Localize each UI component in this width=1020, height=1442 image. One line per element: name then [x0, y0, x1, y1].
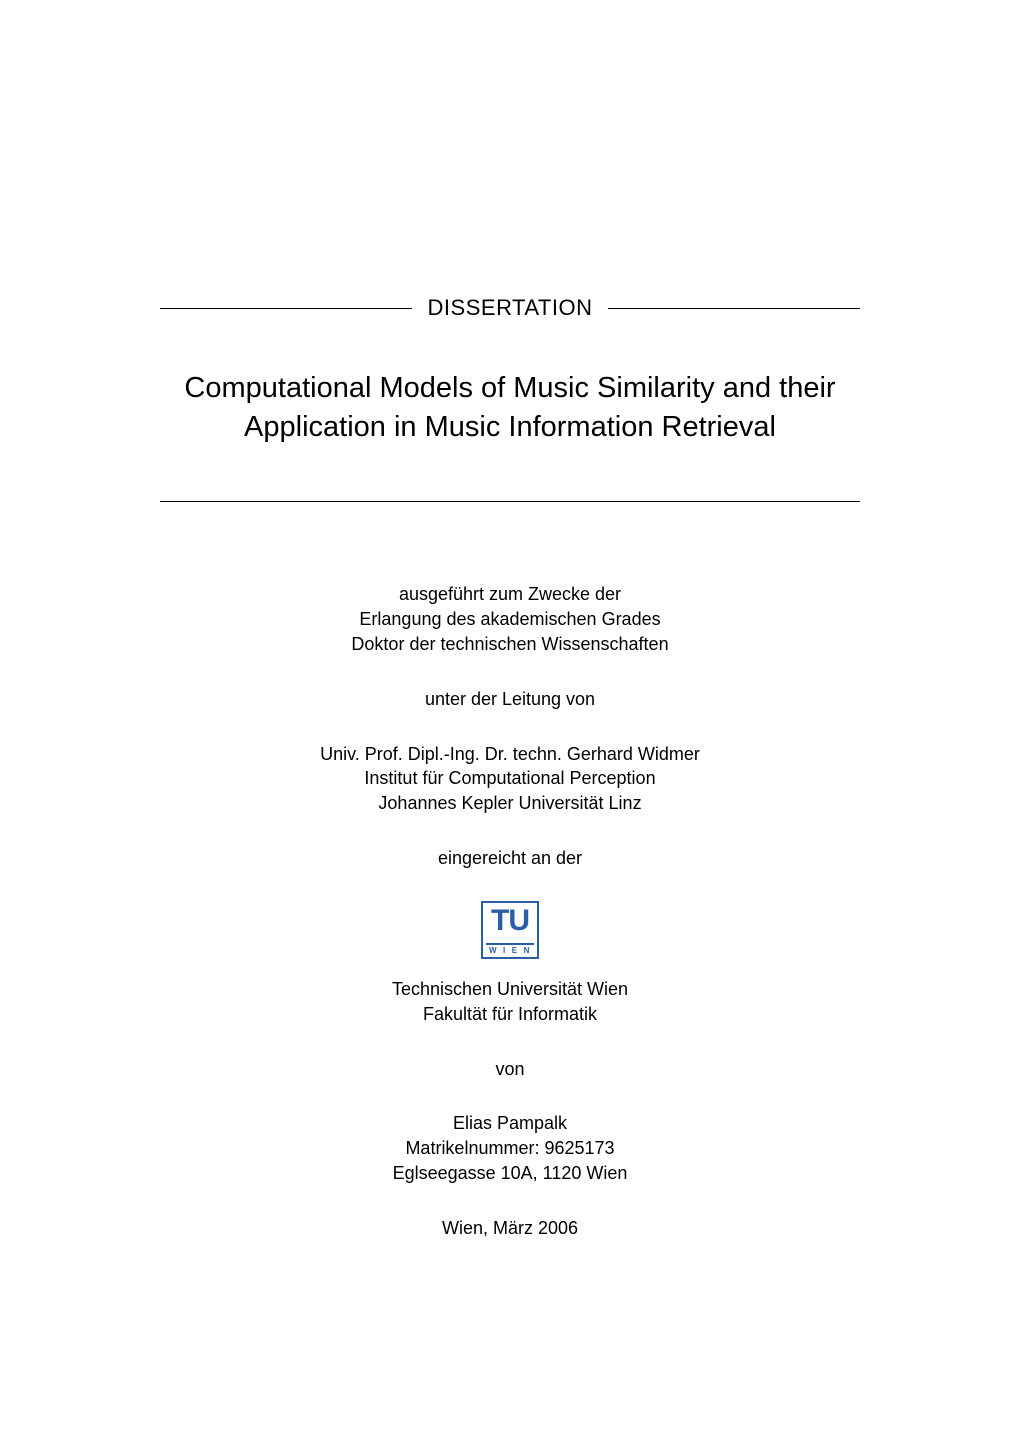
university-block: Technischen Universität Wien Fakultät fü…: [160, 977, 860, 1027]
purpose-line-1: ausgeführt zum Zwecke der: [160, 582, 860, 607]
logo-top-text: TU: [491, 906, 529, 936]
author-address: Eglseegasse 10A, 1120 Wien: [160, 1161, 860, 1186]
purpose-line-2: Erlangung des akademischen Grades: [160, 607, 860, 632]
title-underline-rule: [160, 501, 860, 502]
supervision-intro: unter der Leitung von: [160, 687, 860, 712]
header-rule-right: [608, 308, 860, 309]
dissertation-header: DISSERTATION: [160, 295, 860, 321]
by-intro: von: [160, 1057, 860, 1082]
logo-container: TU WIEN: [160, 901, 860, 959]
by-intro-text: von: [160, 1057, 860, 1082]
title-page: DISSERTATION Computational Models of Mus…: [0, 0, 1020, 1442]
faculty-name: Fakultät für Informatik: [160, 1002, 860, 1027]
title-line-1: Computational Models of Music Similarity…: [160, 369, 860, 408]
submitted-intro: eingereicht an der: [160, 846, 860, 871]
supervisor-name: Univ. Prof. Dipl.-Ing. Dr. techn. Gerhar…: [160, 742, 860, 767]
university-name: Technischen Universität Wien: [160, 977, 860, 1002]
supervisor-block: Univ. Prof. Dipl.-Ing. Dr. techn. Gerhar…: [160, 742, 860, 816]
supervision-intro-text: unter der Leitung von: [160, 687, 860, 712]
author-matrikel: Matrikelnummer: 9625173: [160, 1136, 860, 1161]
title-line-2: Application in Music Information Retriev…: [160, 408, 860, 447]
header-rule-left: [160, 308, 412, 309]
tu-wien-logo-icon: TU WIEN: [481, 901, 539, 959]
date-text: Wien, März 2006: [160, 1216, 860, 1241]
date-block: Wien, März 2006: [160, 1216, 860, 1241]
supervisor-institute: Institut für Computational Perception: [160, 766, 860, 791]
dissertation-label: DISSERTATION: [412, 295, 609, 321]
submitted-intro-text: eingereicht an der: [160, 846, 860, 871]
purpose-line-3: Doktor der technischen Wissenschaften: [160, 632, 860, 657]
purpose-block: ausgeführt zum Zwecke der Erlangung des …: [160, 582, 860, 656]
author-block: Elias Pampalk Matrikelnummer: 9625173 Eg…: [160, 1111, 860, 1185]
logo-bottom-text: WIEN: [486, 943, 534, 955]
supervisor-university: Johannes Kepler Universität Linz: [160, 791, 860, 816]
dissertation-title: Computational Models of Music Similarity…: [160, 369, 860, 447]
author-name: Elias Pampalk: [160, 1111, 860, 1136]
content-column: DISSERTATION Computational Models of Mus…: [160, 0, 860, 1241]
